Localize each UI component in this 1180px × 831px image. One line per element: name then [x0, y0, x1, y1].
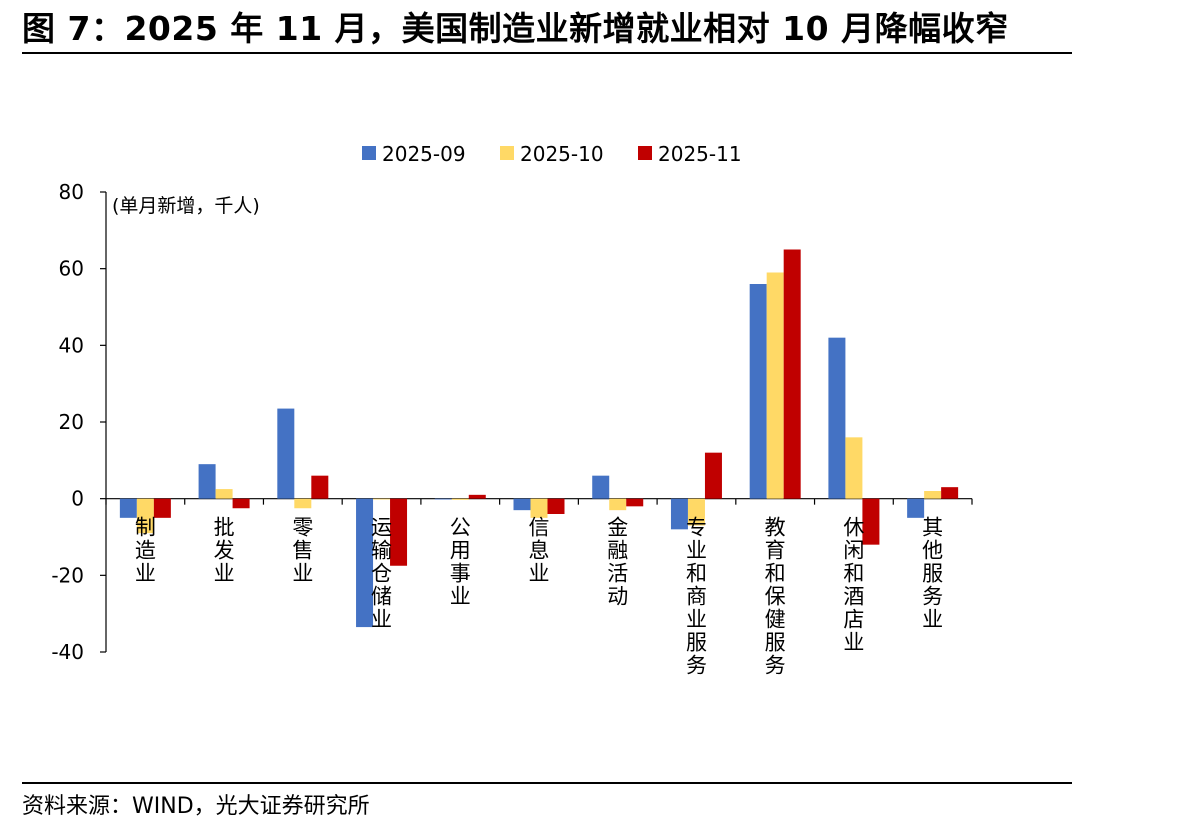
category-label: 制造业: [135, 516, 156, 586]
bar-2025-09-9: [828, 337, 846, 499]
bar-2025-10-2: [294, 498, 312, 509]
legend-swatch: [500, 146, 514, 160]
bars: [119, 249, 959, 628]
bar-2025-09-4: [434, 498, 452, 500]
source-note: 资料来源：WIND，光大证券研究所: [22, 794, 370, 819]
bar-2025-09-0: [119, 498, 137, 518]
bar-2025-10-4: [451, 498, 469, 500]
chart-legend: 2025-09 2025-10 2025-11: [362, 142, 742, 166]
bar-2025-11-0: [153, 498, 171, 518]
category-label: 其他服务业: [922, 516, 943, 632]
bar-2025-11-8: [783, 249, 801, 499]
bar-2025-09-8: [749, 284, 767, 499]
y-axis: 80 60 40 20 0 -20 -40: [51, 180, 107, 664]
bar-2025-09-6: [592, 475, 610, 499]
bar-2025-09-5: [513, 498, 531, 511]
legend-label: 2025-11: [658, 142, 742, 166]
bar-2025-10-9: [845, 437, 863, 499]
category-label: 教育和保健服务: [765, 516, 786, 678]
y-tick-label: 0: [71, 487, 84, 511]
y-tick-label: 60: [59, 257, 84, 281]
bar-2025-11-2: [311, 475, 329, 499]
legend-label: 2025-10: [520, 142, 604, 166]
bar-2025-11-7: [704, 452, 722, 499]
bar-2025-11-9: [862, 498, 880, 545]
bar-2025-10-8: [766, 272, 784, 499]
category-label: 运输仓储业: [371, 516, 392, 632]
bar-2025-11-3: [390, 498, 408, 566]
bar-2025-10-7: [687, 498, 705, 526]
bar-2025-09-10: [907, 498, 925, 518]
bar-chart: 2025-09 2025-10 2025-11 80 60 40 20 0 -20 -40 制造…: [51, 142, 973, 678]
bar-2025-11-6: [626, 498, 644, 507]
bar-2025-10-0: [136, 498, 154, 534]
bar-2025-10-10: [924, 491, 942, 499]
source-rule: [22, 782, 1072, 784]
y-tick-label: 40: [59, 333, 84, 357]
bar-2025-10-1: [215, 489, 233, 499]
y-tick-label: -20: [51, 563, 84, 587]
y-tick-label: 80: [59, 180, 84, 204]
category-label: 零售业: [292, 516, 313, 586]
bar-2025-09-1: [198, 464, 216, 499]
bar-2025-10-6: [609, 498, 627, 511]
category-label: 信息业: [529, 516, 550, 586]
category-label: 金融活动: [607, 516, 628, 609]
bar-2025-10-3: [373, 498, 391, 500]
category-labels: 制造业 批发业 零售业 运输仓储业 公用事业 信息业 金融活动 专业和商业服务 教育和保健服务 休…: [135, 516, 943, 678]
category-label: 休闲和酒店业: [843, 516, 864, 655]
bar-2025-11-10: [941, 487, 959, 499]
bar-2025-11-4: [468, 494, 486, 499]
bar-2025-11-5: [547, 498, 565, 514]
bar-2025-09-3: [356, 498, 374, 628]
category-label: 专业和商业服务: [686, 516, 707, 678]
category-label: 公用事业: [450, 516, 471, 609]
bar-2025-10-5: [530, 498, 548, 518]
bar-2025-11-1: [232, 498, 250, 509]
figure-title: 图 7：2025 年 11 月，美国制造业新增就业相对 10 月降幅收窄: [22, 9, 1009, 48]
category-label: 批发业: [214, 516, 235, 586]
y-tick-label: 20: [59, 410, 84, 434]
title-rule: [22, 52, 1072, 54]
legend-swatch: [362, 146, 376, 160]
bar-2025-09-2: [277, 408, 295, 499]
y-tick-label: -40: [51, 640, 84, 664]
bar-2025-09-7: [670, 498, 688, 530]
y-axis-label: (单月新增，千人): [112, 195, 260, 217]
legend-label: 2025-09: [382, 142, 466, 166]
legend-swatch: [638, 146, 652, 160]
